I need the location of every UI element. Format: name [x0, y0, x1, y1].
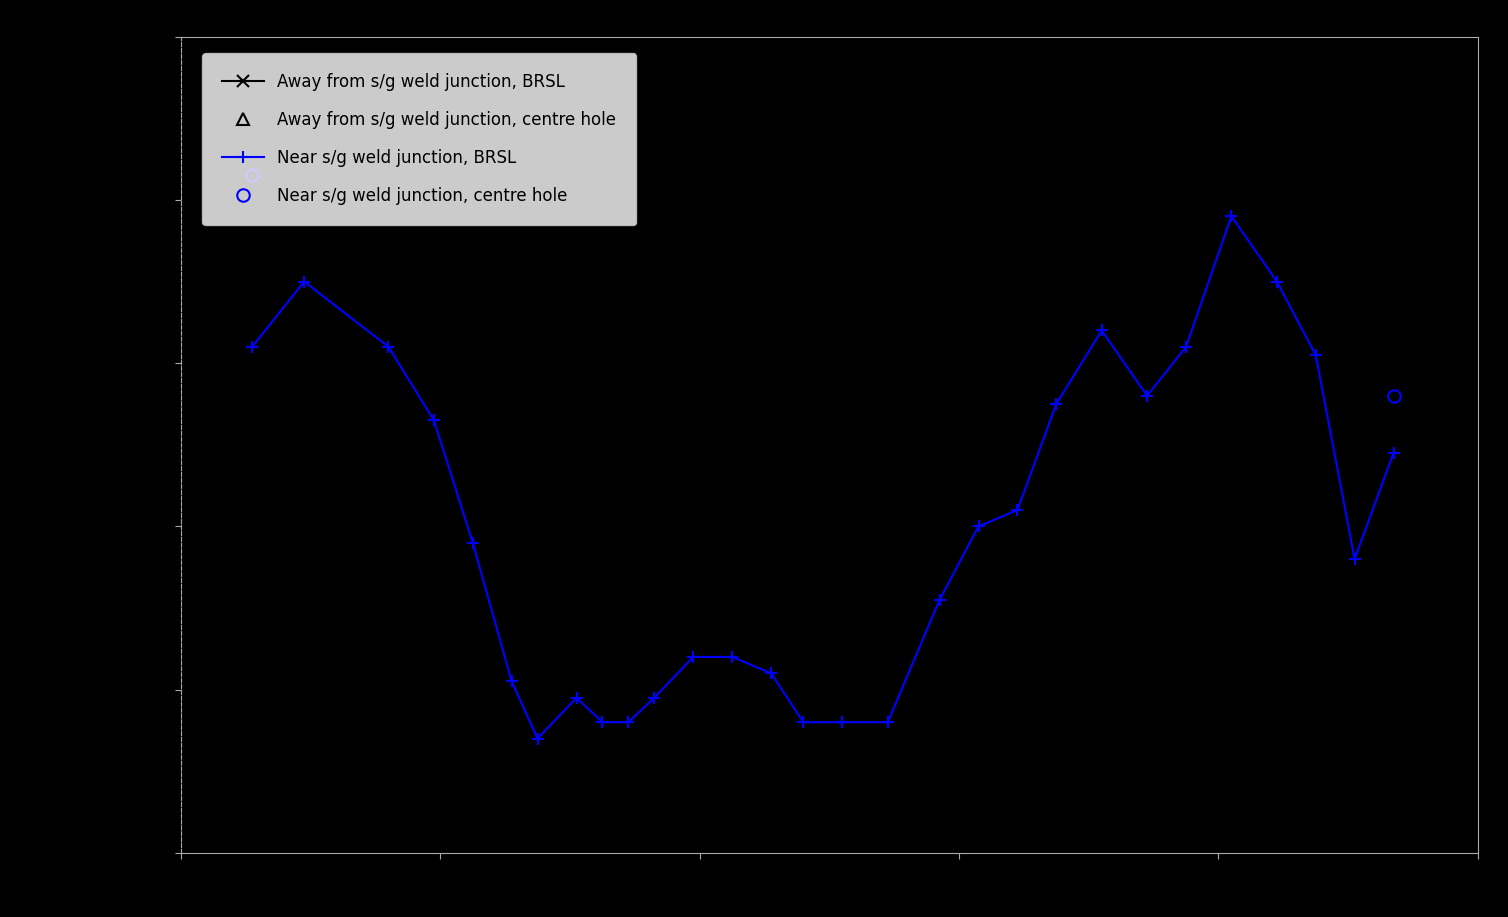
Legend: Away from s/g weld junction, BRSL, Away from s/g weld junction, centre hole, Nea: Away from s/g weld junction, BRSL, Away … [202, 53, 636, 226]
